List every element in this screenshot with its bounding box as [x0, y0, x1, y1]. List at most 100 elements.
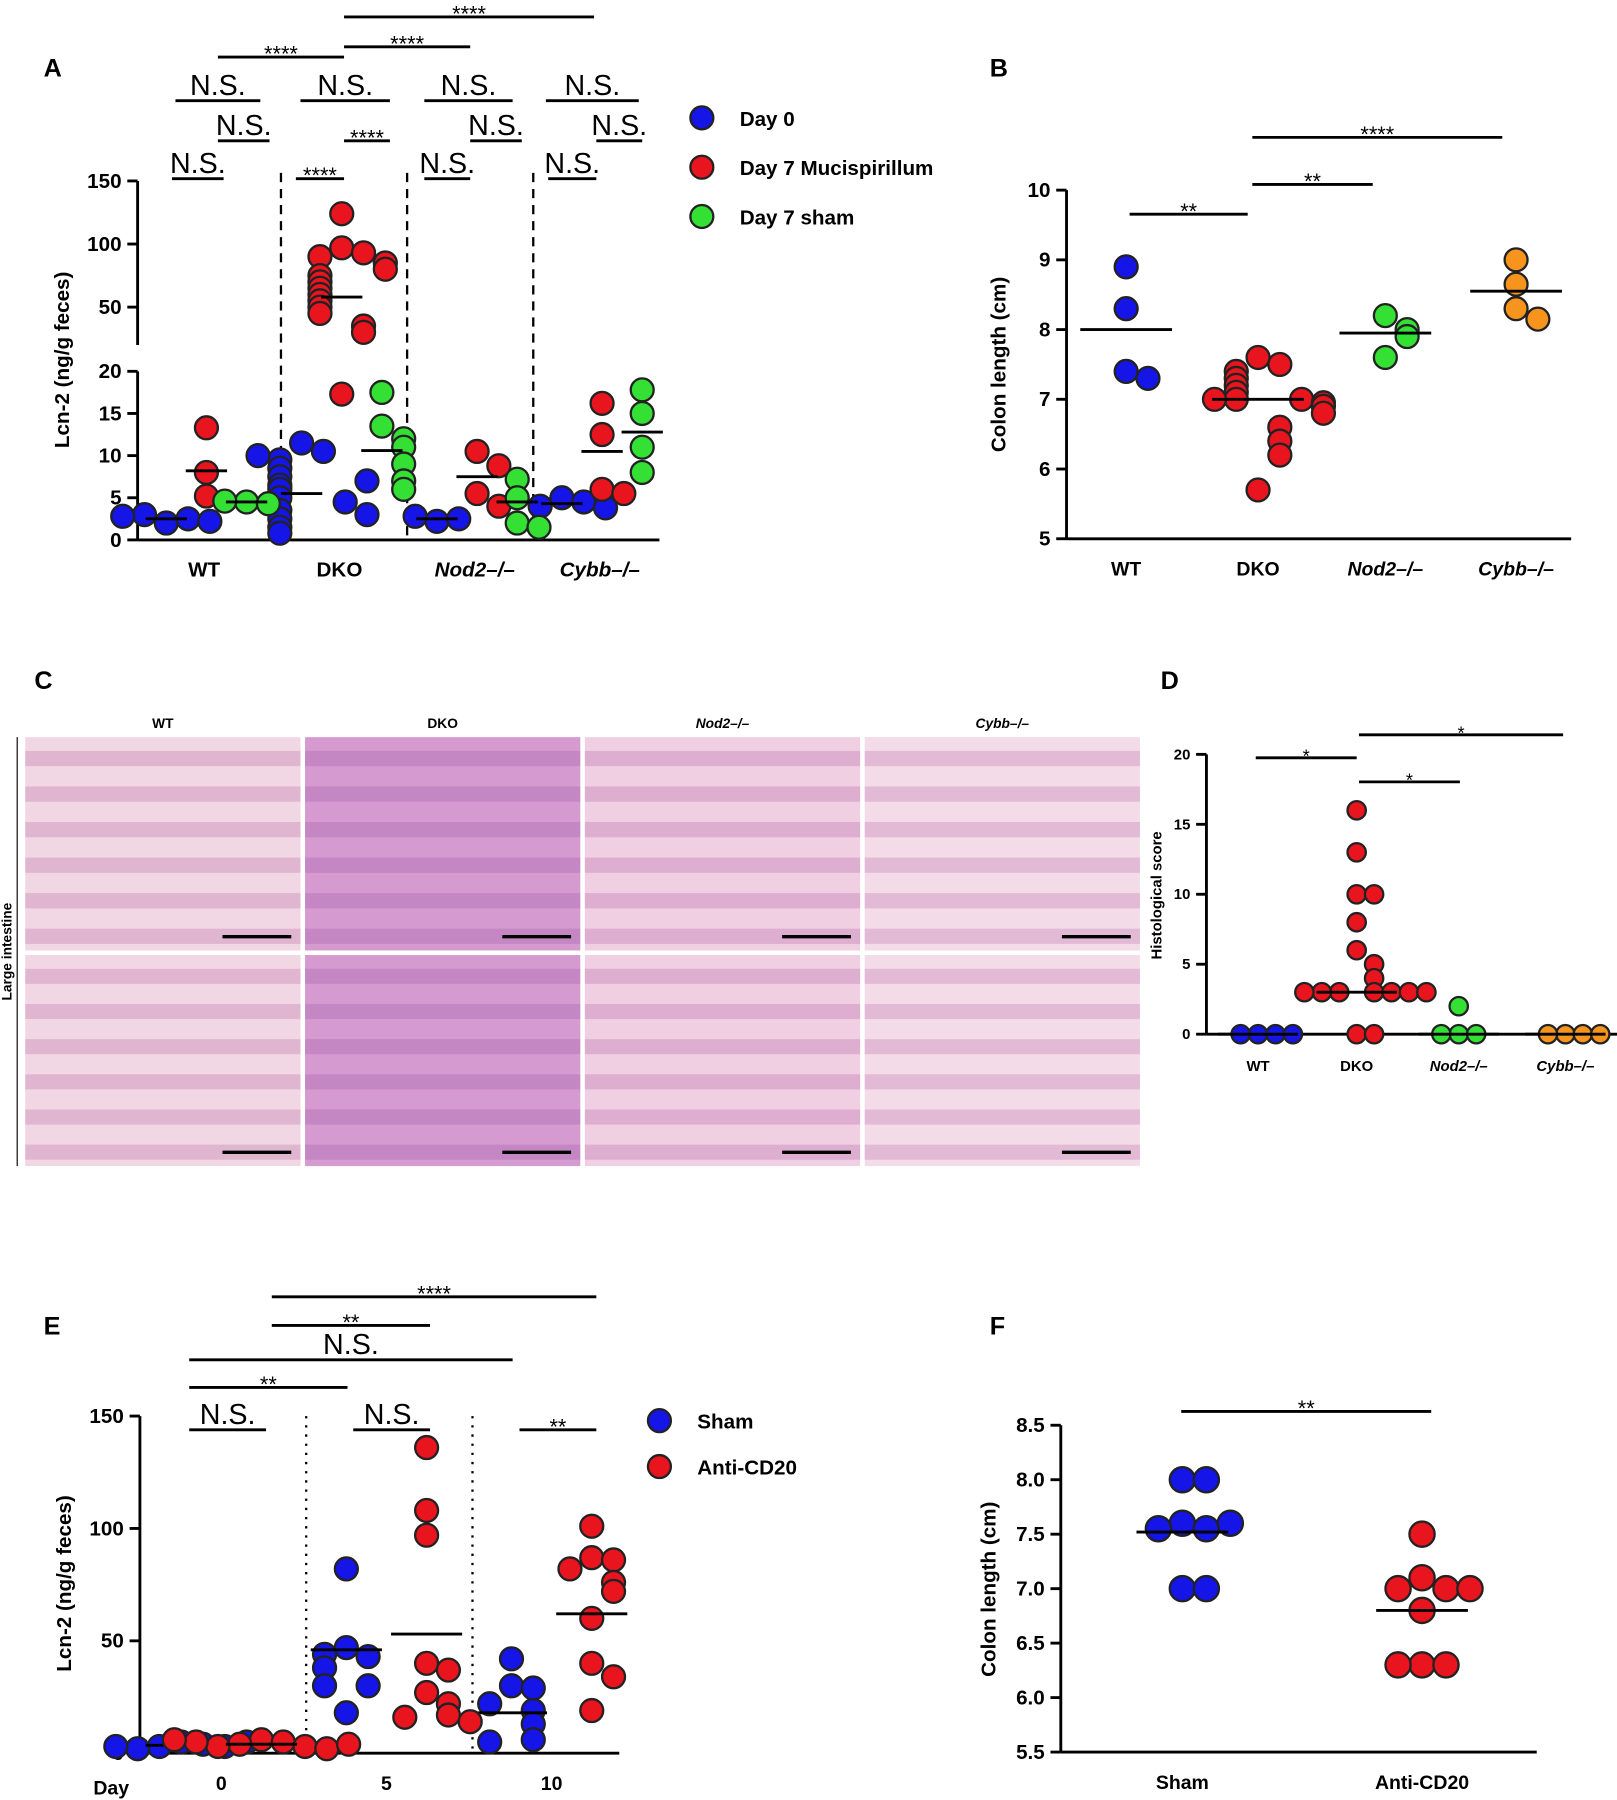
significance-label: **** — [350, 125, 384, 150]
data-point — [350, 240, 377, 266]
tissue-band — [864, 1109, 1140, 1125]
x-tick-label: 10 — [541, 1773, 563, 1795]
x-tick-label: Nod2–/– — [1347, 558, 1423, 580]
data-point — [1267, 351, 1293, 378]
y-tick-label: 10 — [99, 444, 122, 467]
significance-label: ** — [342, 1310, 359, 1335]
data-point — [193, 415, 220, 441]
panel-letter: D — [1161, 667, 1179, 695]
data-point — [292, 1733, 318, 1760]
tissue-band — [305, 1109, 581, 1125]
x-tick-label: Nod2–/– — [1430, 1059, 1488, 1075]
y-tick-label: 6.5 — [1016, 1632, 1045, 1655]
significance-label: N.S. — [468, 110, 524, 142]
tissue-band — [864, 968, 1140, 984]
data-point — [1372, 303, 1398, 329]
data-point — [248, 1727, 275, 1753]
micrograph — [305, 737, 581, 951]
data-point — [1416, 981, 1437, 1003]
column-label: WT — [152, 716, 174, 731]
legend-label: Sham — [697, 1411, 753, 1434]
data-point — [1144, 1514, 1173, 1543]
data-point — [288, 430, 315, 456]
y-tick-label: 7 — [1039, 388, 1050, 411]
legend-label: Day 7 sham — [740, 207, 855, 230]
data-point — [153, 510, 179, 536]
significance-label: ** — [1304, 169, 1321, 194]
data-point — [333, 1556, 359, 1582]
legend-marker — [689, 203, 715, 230]
data-point — [526, 514, 552, 540]
data-point — [1363, 1023, 1385, 1045]
y-axis-label: Lcn-2 (ng/g feces) — [51, 272, 74, 448]
data-point — [1408, 1651, 1436, 1679]
data-point — [1245, 344, 1271, 371]
tissue-band — [25, 786, 301, 802]
tissue-band — [305, 1074, 581, 1090]
y-axis-label: Histological score — [1150, 831, 1166, 959]
legend-marker — [689, 154, 715, 180]
data-point — [1113, 358, 1139, 385]
data-point — [336, 1731, 362, 1757]
tissue-band — [584, 822, 861, 838]
data-point — [311, 1673, 338, 1699]
data-point — [1216, 1509, 1245, 1538]
significance-label: **** — [303, 163, 337, 188]
data-point — [1503, 296, 1529, 322]
data-point — [1346, 939, 1367, 961]
significance-label: **** — [264, 42, 298, 67]
legend-label: Anti-CD20 — [697, 1457, 797, 1480]
significance-label: N.S. — [216, 110, 272, 142]
data-point — [498, 1673, 525, 1699]
micrograph — [864, 737, 1140, 951]
y-tick-label: 10 — [1028, 179, 1051, 202]
data-point — [307, 300, 333, 327]
y-tick-label: 50 — [101, 1630, 124, 1653]
tissue-band — [584, 857, 861, 873]
data-point — [413, 1497, 440, 1524]
micrograph — [584, 955, 861, 1167]
x-tick-label: 0 — [216, 1773, 227, 1795]
data-point — [435, 1657, 462, 1683]
tissue-band — [864, 857, 1140, 873]
data-point — [464, 480, 490, 507]
significance-label: N.S. — [190, 70, 246, 102]
y-tick-label: 7.5 — [1016, 1523, 1045, 1546]
data-point — [589, 421, 615, 448]
column-label: Nod2–/– — [696, 716, 750, 731]
data-point — [267, 520, 293, 546]
y-tick-label: 0 — [1182, 1027, 1190, 1043]
data-point — [205, 1733, 231, 1760]
data-point — [1432, 1574, 1460, 1603]
y-tick-label: 9 — [1039, 249, 1050, 272]
column-label: DKO — [427, 716, 458, 731]
legend-marker — [646, 1453, 673, 1480]
y-axis-label: Colon length (cm) — [977, 1502, 1000, 1677]
data-point — [1135, 365, 1161, 392]
y-axis-label: Colon length (cm) — [988, 277, 1011, 452]
y-tick-label: 50 — [99, 296, 122, 319]
data-point — [413, 1434, 440, 1461]
data-point — [1192, 1465, 1221, 1494]
micrograph — [25, 955, 301, 1167]
data-point — [1394, 323, 1420, 350]
data-point — [354, 468, 380, 494]
data-point — [369, 413, 395, 439]
tissue-band — [584, 1109, 861, 1125]
tissue-band — [305, 928, 581, 944]
data-point — [1503, 247, 1529, 273]
data-point — [1346, 841, 1367, 863]
data-point — [372, 256, 398, 282]
tissue-band — [864, 1003, 1140, 1020]
tissue-band — [584, 1144, 861, 1160]
tissue-band — [584, 1039, 861, 1055]
y-tick-label: 5 — [1182, 957, 1190, 973]
data-point — [1245, 477, 1271, 503]
data-point — [413, 1522, 440, 1548]
significance-label: **** — [452, 2, 486, 27]
x-tick-label: 5 — [381, 1773, 392, 1795]
x-tick-label: DKO — [317, 559, 363, 582]
legend-marker — [646, 1408, 673, 1434]
y-tick-label: 8.5 — [1016, 1414, 1045, 1437]
x-tick-label: Sham — [1156, 1772, 1209, 1794]
